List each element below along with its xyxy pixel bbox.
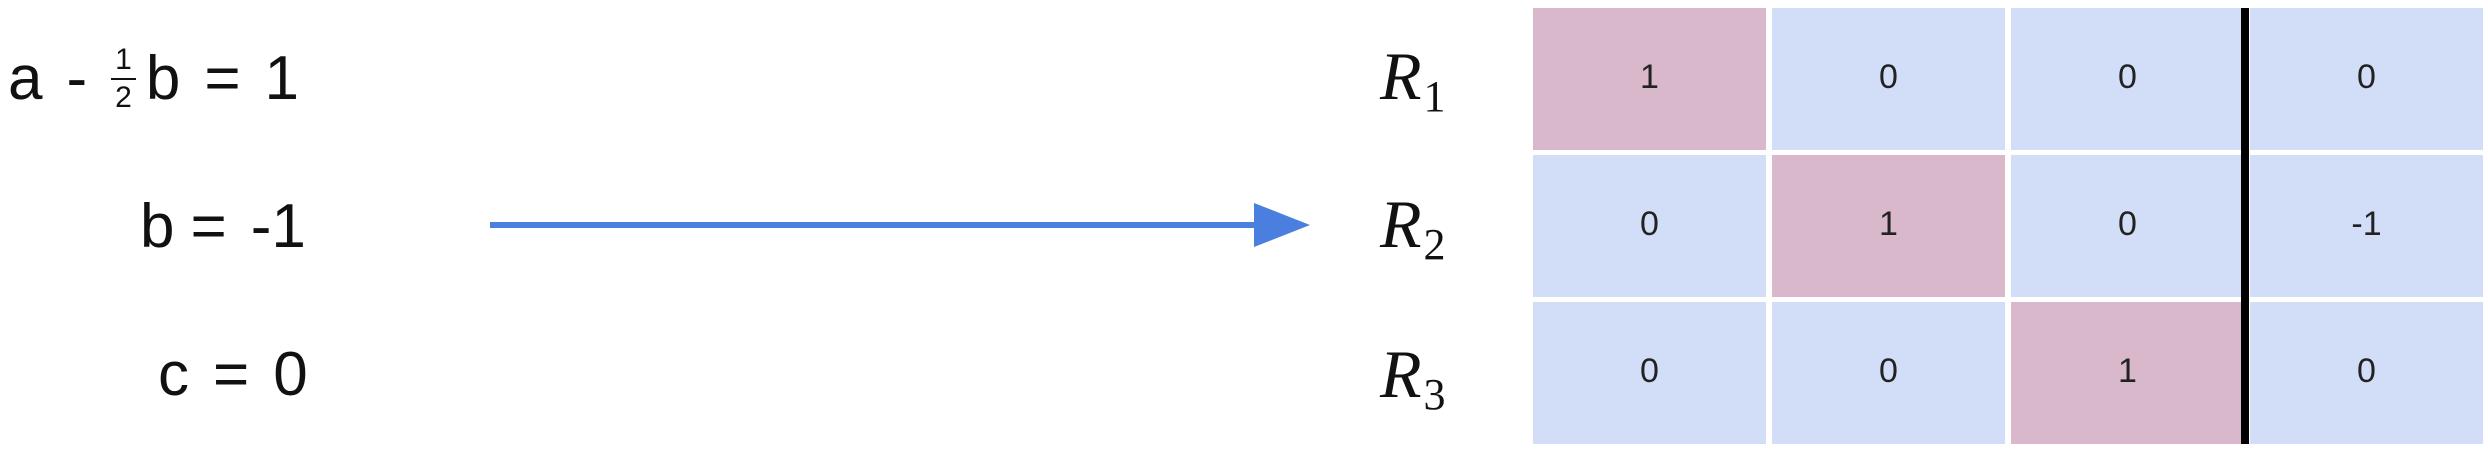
equals-sign: = xyxy=(204,44,241,113)
row-label-letter: R xyxy=(1380,336,1422,412)
arrow-head xyxy=(1254,203,1310,247)
matrix-cell-r1-c4: 0 xyxy=(2250,8,2483,150)
var-b: b xyxy=(140,192,175,261)
row-label-r1: R1 xyxy=(1380,42,1446,119)
rhs-value: 1 xyxy=(264,44,300,113)
rhs-value: 0 xyxy=(273,340,308,409)
equals-sign: = xyxy=(213,340,250,409)
rhs-value: -1 xyxy=(250,192,306,261)
minus-sign: - xyxy=(66,44,88,113)
equation-2: b = -1 xyxy=(140,196,306,258)
matrix-cell-r2-c2: 1 xyxy=(1772,155,2005,297)
var-b: b xyxy=(145,44,181,113)
equals-sign: = xyxy=(190,192,227,261)
fraction-denominator: 2 xyxy=(115,80,132,114)
matrix-cell-r1-c2: 0 xyxy=(1772,8,2005,150)
row-label-r3: R3 xyxy=(1380,340,1446,417)
augmented-matrix: 1 0 0 0 0 1 0 -1 0 0 1 0 xyxy=(1533,8,2483,444)
matrix-cell-r1-c1: 1 xyxy=(1533,8,1766,150)
fraction-numerator: 1 xyxy=(111,44,136,80)
equation-1: a -1 2 b = 1 xyxy=(8,44,299,117)
matrix-cell-r2-c3: 0 xyxy=(2011,155,2244,297)
row-label-subscript: 2 xyxy=(1423,220,1446,269)
matrix-cell-r3-c4: 0 xyxy=(2250,302,2483,444)
row-label-subscript: 3 xyxy=(1423,370,1446,419)
matrix-cell-r2-c1: 0 xyxy=(1533,155,1766,297)
matrix-cell-r3-c3: 1 xyxy=(2011,302,2244,444)
right-arrow-icon xyxy=(490,203,1310,247)
var-a: a xyxy=(8,44,43,113)
matrix-cell-r3-c1: 0 xyxy=(1533,302,1766,444)
equation-3: c = 0 xyxy=(158,344,308,406)
row-label-letter: R xyxy=(1380,38,1422,114)
row-label-r2: R2 xyxy=(1380,190,1446,267)
matrix-cell-r2-c4: -1 xyxy=(2250,155,2483,297)
augmented-divider xyxy=(2241,8,2249,444)
row-label-subscript: 1 xyxy=(1423,72,1446,121)
matrix-cell-r1-c3: 0 xyxy=(2011,8,2244,150)
row-label-letter: R xyxy=(1380,186,1422,262)
var-c: c xyxy=(158,340,189,409)
matrix-cell-r3-c2: 0 xyxy=(1772,302,2005,444)
